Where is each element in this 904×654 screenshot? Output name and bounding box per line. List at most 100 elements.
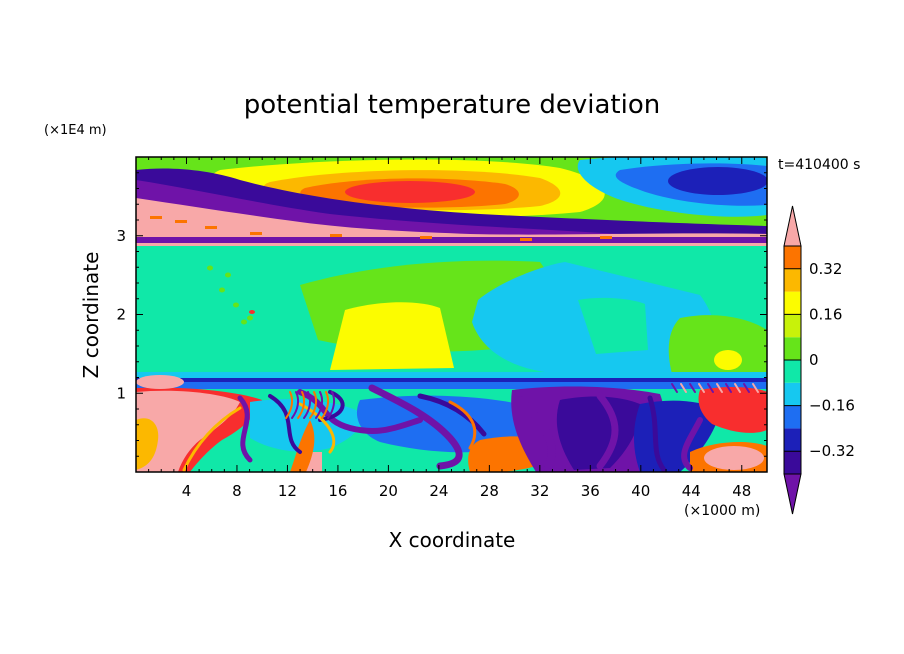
- lower-right-red: [698, 386, 767, 433]
- chart-title: potential temperature deviation: [244, 90, 660, 120]
- x-tick-label: 36: [581, 482, 600, 500]
- mid-layer-speck: [225, 272, 231, 278]
- colorbar-band: [784, 428, 801, 452]
- colorbar-band: [784, 337, 801, 360]
- lower-stripe: [327, 391, 336, 419]
- upper-right-cold-cell: [668, 167, 767, 195]
- x-tick-label: 28: [480, 482, 499, 500]
- lower-purple-swirl: [596, 392, 619, 470]
- lower-boundary-cool: [136, 372, 767, 380]
- colorbar-tick-label: 0: [809, 351, 819, 369]
- mid-layer-right-warm: [668, 315, 767, 374]
- upper-streak: [420, 236, 432, 239]
- upper-streak: [520, 238, 532, 241]
- colorbar: 0.32 0.16 0 −0.16 −0.32: [783, 205, 855, 515]
- x-unit-label: (×1000 m): [684, 503, 760, 519]
- upper-pink-left: [136, 213, 230, 244]
- lower-boundary-stripe: [680, 383, 687, 393]
- lower-purple-swirl: [647, 395, 667, 472]
- mid-layer-right-dome: [714, 350, 742, 370]
- y-unit-label: (×1E4 m): [44, 123, 107, 138]
- upper-purple-strip: [136, 237, 767, 246]
- colorbar-band: [784, 246, 801, 269]
- lower-stripe: [291, 391, 300, 419]
- upper-streak: [600, 236, 612, 239]
- colorbar-tick-label: −0.16: [809, 397, 855, 415]
- x-tick-label: 24: [429, 482, 448, 500]
- mid-layer-speck: [233, 302, 239, 308]
- lower-orange-plume: [290, 420, 315, 472]
- lower-orange-streak: [298, 402, 336, 454]
- lower-right-warm-mass: [704, 446, 764, 470]
- mid-layer-speck: [247, 315, 253, 321]
- upper-pink-band: [136, 198, 767, 244]
- lower-purple-swirl: [516, 396, 556, 472]
- lower-boundary-stripe: [698, 383, 705, 393]
- colorbar-band: [784, 405, 801, 429]
- mid-layer-speck: [219, 287, 225, 293]
- upper-streak: [250, 232, 262, 235]
- colorbar-band: [784, 451, 801, 474]
- lower-boundary-blue: [136, 378, 767, 382]
- lower-boundary-stripe: [725, 383, 732, 393]
- lower-stripe: [297, 391, 306, 419]
- colorbar-band: [784, 360, 801, 383]
- colorbar-band: [784, 382, 801, 406]
- y-tick-label: 3: [116, 227, 126, 245]
- lower-left-warm-mass: [136, 390, 240, 472]
- colorbar-band: [784, 314, 801, 338]
- lower-purple-swirl: [681, 417, 703, 471]
- lower-orange-streak: [448, 400, 477, 450]
- lower-boundary-stripe: [743, 383, 750, 393]
- mid-layer-warm-dome: [330, 302, 454, 370]
- lower-boundary-stripe: [671, 383, 678, 393]
- lower-stripe: [303, 391, 312, 419]
- x-tick-label: 32: [530, 482, 549, 500]
- lower-purple-core: [556, 396, 641, 470]
- colorbar-tick-label: 0.32: [809, 260, 842, 278]
- contour-field: [136, 157, 767, 472]
- lower-purple-swirl: [237, 395, 253, 463]
- upper-streak: [175, 220, 187, 223]
- colorbar-tick-label: 0.16: [809, 305, 842, 323]
- upper-streak: [205, 226, 217, 229]
- x-axis-label: X coordinate: [389, 528, 516, 552]
- mid-layer-speck: [241, 319, 247, 325]
- lower-purple-swirl: [297, 389, 423, 434]
- upper-streak: [330, 234, 342, 237]
- lower-left-pink-cap: [136, 375, 184, 389]
- colorbar-band: [784, 268, 801, 292]
- x-tick-label: 48: [732, 482, 751, 500]
- colorbar-top-arrow: [783, 205, 802, 247]
- x-tick-label: 4: [182, 482, 192, 500]
- x-tick-label: 44: [682, 482, 701, 500]
- upper-streak: [150, 216, 162, 219]
- colorbar-band: [784, 291, 801, 315]
- lower-boundary-stripe: [716, 383, 723, 393]
- colorbar-bottom-arrow: [783, 473, 802, 515]
- mid-layer-speck: [249, 310, 255, 314]
- lower-stripe: [315, 391, 324, 419]
- x-tick-label: 8: [232, 482, 242, 500]
- mid-layer-speck: [207, 265, 213, 271]
- lower-boundary-light: [136, 382, 767, 389]
- lower-boundary-stripe: [707, 383, 714, 393]
- lower-purple-swirl: [368, 384, 463, 470]
- lower-purple-swirl: [318, 390, 345, 422]
- lower-orange-streak: [182, 406, 242, 472]
- lower-boundary-stripe: [734, 383, 741, 393]
- lower-purple-swirl: [268, 394, 302, 454]
- lower-blue-eddy: [356, 395, 531, 453]
- layer-divider: [136, 243, 767, 246]
- colorbar-tick-label: −0.32: [809, 442, 855, 460]
- lower-stripe: [285, 391, 294, 419]
- upper-warm-core: [345, 181, 475, 203]
- y-tick-label: 2: [116, 306, 126, 324]
- x-tick-label: 16: [328, 482, 347, 500]
- mid-layer-cool-inner: [578, 297, 648, 354]
- lower-boundary-stripe: [689, 383, 696, 393]
- x-tick-label: 12: [278, 482, 297, 500]
- lower-stripe: [321, 391, 330, 419]
